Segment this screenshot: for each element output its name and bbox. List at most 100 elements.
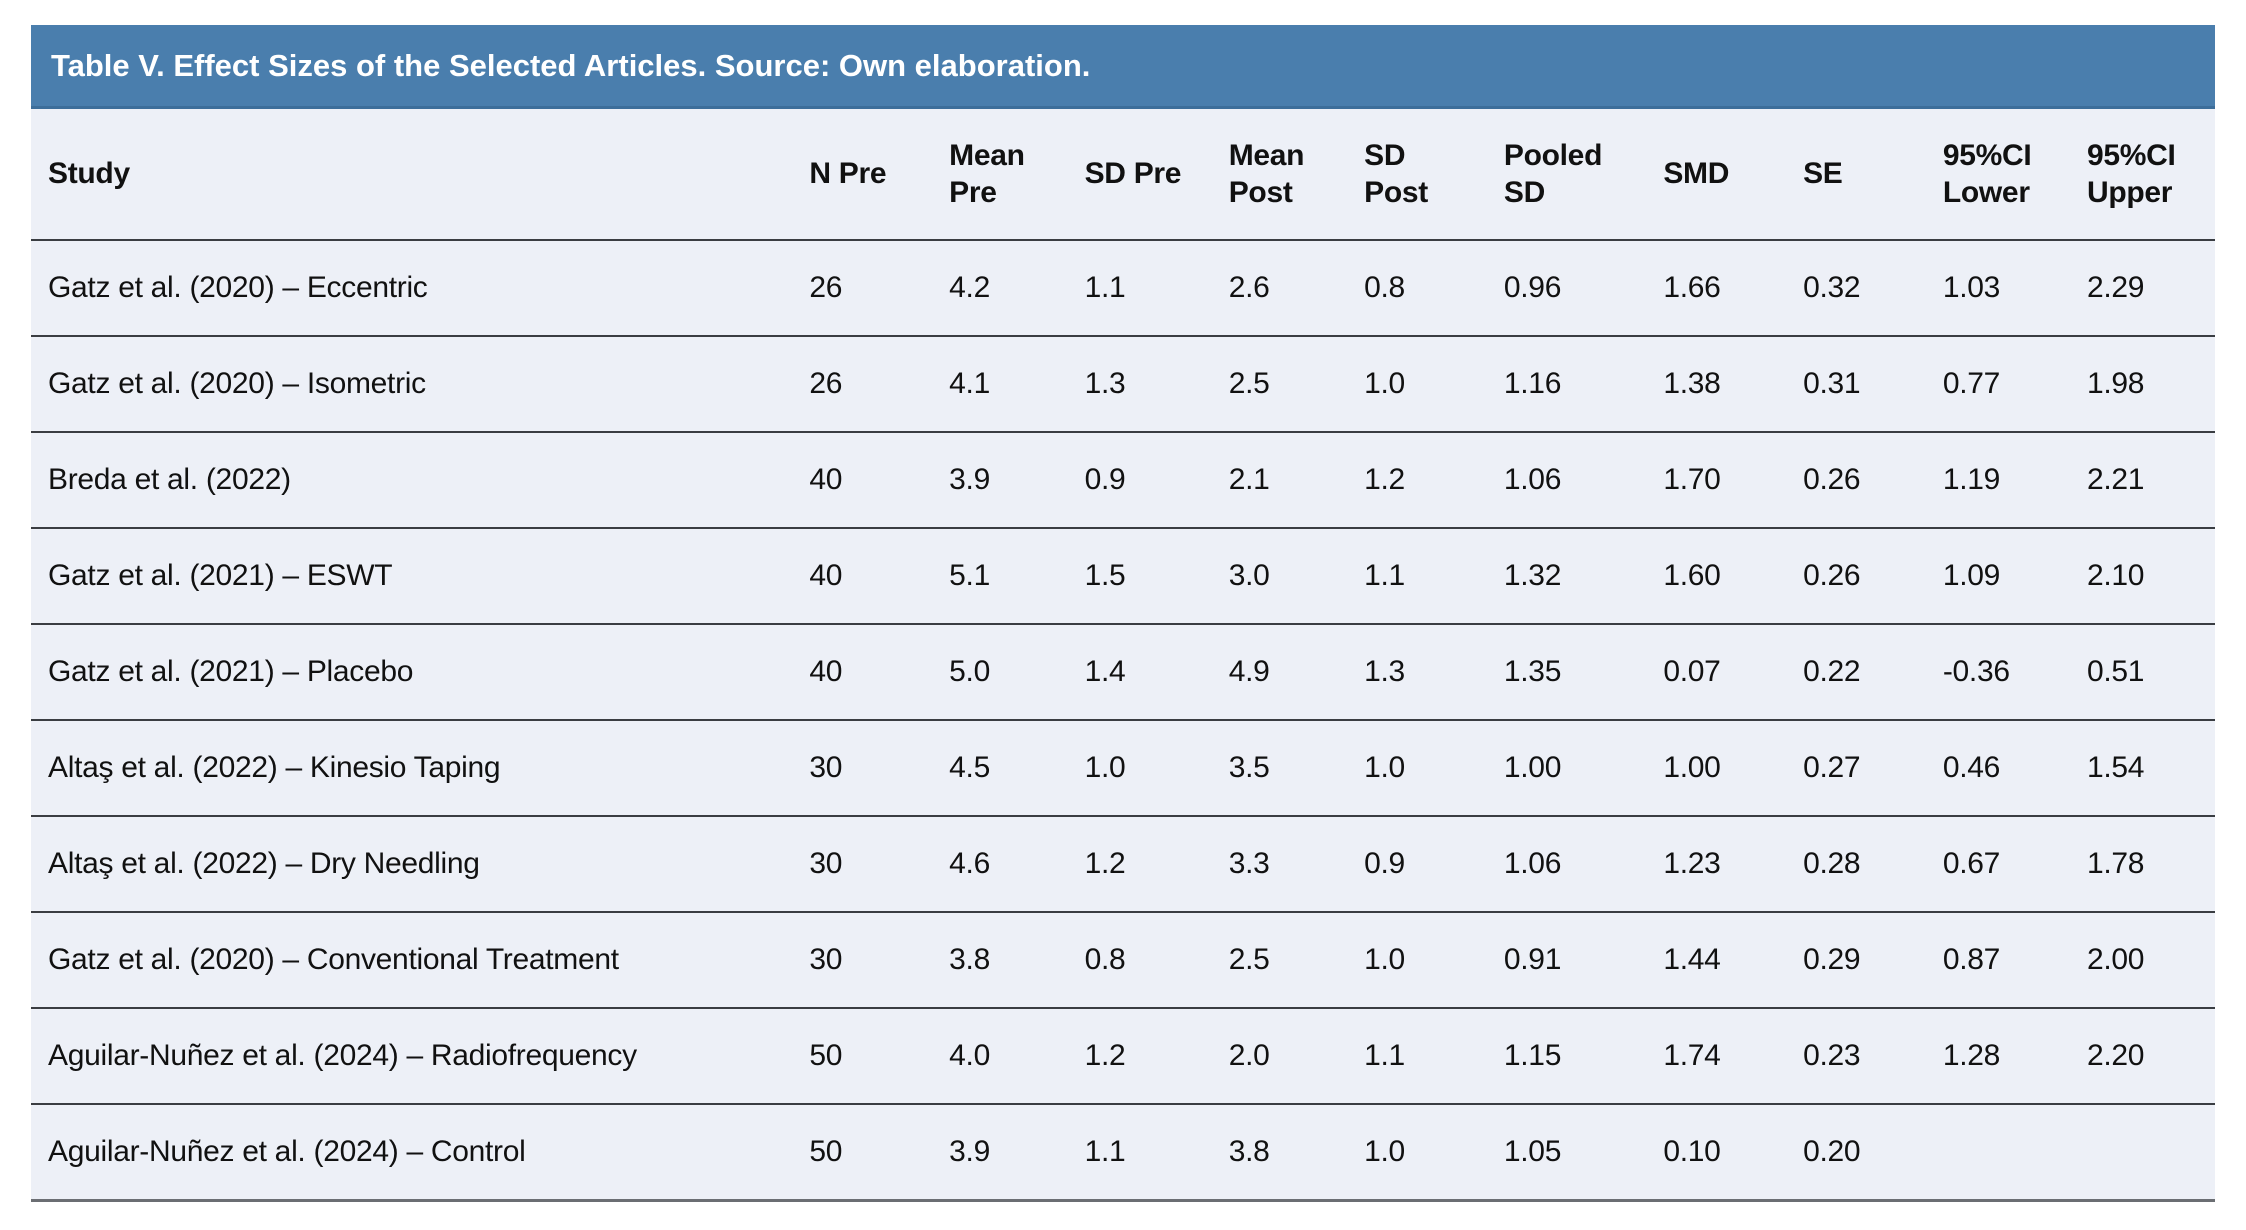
- value-cell: 0.22: [1789, 623, 1929, 720]
- value-cell: 26: [795, 335, 936, 432]
- study-cell: Aguilar-Nuñez et al. (2024) – Radiofrequ…: [31, 1007, 796, 1104]
- value-cell: 1.0: [1350, 1103, 1490, 1200]
- value-cell: 0.26: [1789, 431, 1929, 528]
- value-cell: 3.3: [1214, 815, 1351, 912]
- value-cell: 1.16: [1489, 335, 1650, 432]
- value-cell: 1.35: [1489, 623, 1650, 720]
- value-cell: 0.67: [1928, 815, 2073, 912]
- value-cell: 0.20: [1789, 1103, 1929, 1200]
- value-cell: 30: [795, 719, 936, 816]
- value-cell: 26: [795, 240, 936, 336]
- column-header: 95%CI Lower: [1928, 109, 2073, 241]
- study-cell: Gatz et al. (2020) – Isometric: [31, 335, 796, 432]
- study-cell: Breda et al. (2022): [31, 431, 796, 528]
- value-cell: 40: [795, 527, 936, 624]
- study-cell: Gatz et al. (2020) – Conventional Treatm…: [31, 911, 796, 1008]
- value-cell: 1.3: [1070, 335, 1215, 432]
- column-header: Mean Pre: [935, 109, 1071, 241]
- value-cell: 4.0: [935, 1007, 1071, 1104]
- value-cell: 1.0: [1350, 719, 1490, 816]
- value-cell: 0.31: [1789, 335, 1929, 432]
- value-cell: 2.20: [2072, 1007, 2215, 1104]
- value-cell: 1.1: [1070, 1103, 1215, 1200]
- value-cell: 1.1: [1350, 527, 1490, 624]
- value-cell: 1.0: [1350, 911, 1490, 1008]
- study-cell: Altaş et al. (2022) – Dry Needling: [31, 815, 796, 912]
- value-cell: 5.1: [935, 527, 1071, 624]
- value-cell: 1.28: [1928, 1007, 2073, 1104]
- value-cell: 5.0: [935, 623, 1071, 720]
- table-row: Breda et al. (2022) 40 3.9 0.9 2.1 1.2 1.06 1.7…: [31, 431, 2215, 528]
- value-cell: 1.54: [2072, 719, 2215, 816]
- value-cell: 4.9: [1214, 623, 1351, 720]
- value-cell: 0.51: [2072, 623, 2215, 720]
- study-cell: Gatz et al. (2020) – Eccentric: [31, 240, 796, 336]
- value-cell: 4.2: [935, 240, 1071, 336]
- value-cell: 1.23: [1649, 815, 1790, 912]
- table-row: Aguilar-Nuñez et al. (2024) – Control 50 3…: [31, 1103, 2215, 1200]
- value-cell: 2.10: [2072, 527, 2215, 624]
- table-row: Altaş et al. (2022) – Kinesio Taping 30 4.…: [31, 719, 2215, 816]
- table-row: Altaş et al. (2022) – Dry Needling 30 4.6 1…: [31, 815, 2215, 912]
- table-body: Gatz et al. (2020) – Eccentric 26 4.2 1.1 2.…: [31, 240, 2215, 1200]
- value-cell: 1.5: [1070, 527, 1215, 624]
- value-cell: 2.29: [2072, 240, 2215, 336]
- table-row: Gatz et al. (2020) – Isometric 26 4.1 1.3 2.…: [31, 335, 2215, 432]
- column-header: 95%CI Upper: [2072, 109, 2215, 241]
- value-cell: 1.60: [1649, 527, 1790, 624]
- value-cell: 30: [795, 815, 936, 912]
- value-cell: 3.5: [1214, 719, 1351, 816]
- value-cell: 0.9: [1070, 431, 1215, 528]
- value-cell: 3.9: [935, 1103, 1071, 1200]
- value-cell: 0.23: [1789, 1007, 1929, 1104]
- study-cell: Gatz et al. (2021) – Placebo: [31, 623, 796, 720]
- value-cell: 1.19: [1928, 431, 2073, 528]
- column-header: N Pre: [795, 109, 936, 241]
- value-cell: 3.8: [935, 911, 1071, 1008]
- value-cell: 0.26: [1789, 527, 1929, 624]
- value-cell: 50: [795, 1007, 936, 1104]
- value-cell: 1.32: [1489, 527, 1650, 624]
- value-cell: 1.06: [1489, 815, 1650, 912]
- value-cell: 0.46: [1928, 719, 2073, 816]
- value-cell: 2.21: [2072, 431, 2215, 528]
- value-cell: 1.09: [1928, 527, 2073, 624]
- value-cell: 1.44: [1649, 911, 1790, 1008]
- value-cell: 0.87: [1928, 911, 2073, 1008]
- header-row: Study N Pre Mean Pre SD Pre Mean Post SD Post…: [31, 109, 2215, 241]
- value-cell: 1.05: [1489, 1103, 1650, 1200]
- value-cell: 1.2: [1070, 815, 1215, 912]
- value-cell: 1.70: [1649, 431, 1790, 528]
- value-cell: 1.78: [2072, 815, 2215, 912]
- value-cell: 0.91: [1489, 911, 1650, 1008]
- value-cell: 1.4: [1070, 623, 1215, 720]
- value-cell: 1.1: [1070, 240, 1215, 336]
- value-cell: 1.15: [1489, 1007, 1650, 1104]
- value-cell: 0.07: [1649, 623, 1790, 720]
- column-header: Pooled SD: [1489, 109, 1650, 241]
- value-cell: -0.36: [1928, 623, 2073, 720]
- table-row: Gatz et al. (2020) – Conventional Treatm…: [31, 911, 2215, 1008]
- value-cell: 1.74: [1649, 1007, 1790, 1104]
- value-cell: 1.2: [1070, 1007, 1215, 1104]
- column-header: Study: [31, 109, 796, 241]
- value-cell: 0.32: [1789, 240, 1929, 336]
- value-cell: 2.1: [1214, 431, 1351, 528]
- study-cell: Gatz et al. (2021) – ESWT: [31, 527, 796, 624]
- value-cell: 40: [795, 623, 936, 720]
- table-row: Gatz et al. (2021) – Placebo 40 5.0 1.4 4.9 1…: [31, 623, 2215, 720]
- value-cell: 1.98: [2072, 335, 2215, 432]
- value-cell: 0.96: [1489, 240, 1650, 336]
- value-cell: 1.1: [1350, 1007, 1490, 1104]
- value-cell: 4.5: [935, 719, 1071, 816]
- value-cell: 2.00: [2072, 911, 2215, 1008]
- value-cell: 4.1: [935, 335, 1071, 432]
- value-cell: 40: [795, 431, 936, 528]
- value-cell: 1.06: [1489, 431, 1650, 528]
- column-header: SE: [1789, 109, 1929, 241]
- value-cell: 0.8: [1070, 911, 1215, 1008]
- value-cell: 2.5: [1214, 335, 1351, 432]
- value-cell: 0.10: [1649, 1103, 1790, 1200]
- column-header: SD Pre: [1070, 109, 1215, 241]
- value-cell: 30: [795, 911, 936, 1008]
